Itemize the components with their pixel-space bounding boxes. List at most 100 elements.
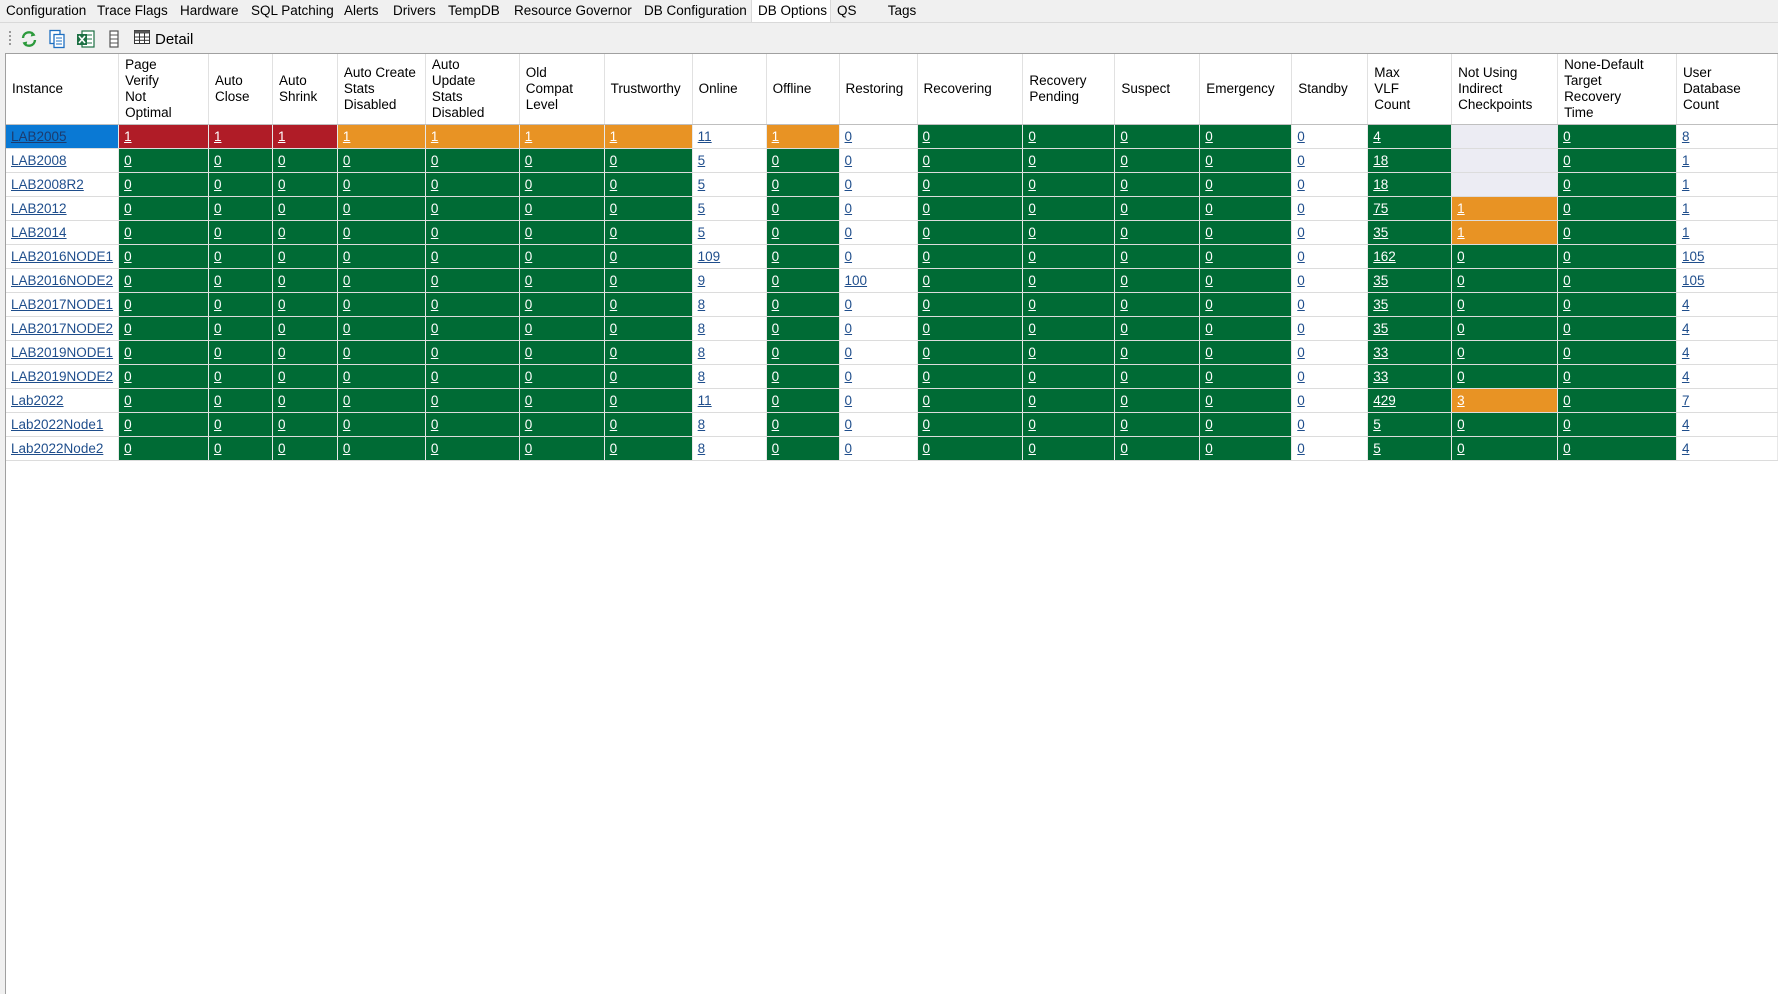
cell-value-link[interactable]: 4 [1681,320,1690,336]
grid-cell-recovering[interactable]: 0 [917,172,1024,197]
cell-value-link[interactable]: 0 [430,200,439,216]
grid-cell-trustworthy[interactable]: 0 [604,340,693,365]
cell-value-link[interactable]: 0 [1205,176,1213,192]
cell-value-link[interactable]: 0 [1028,152,1036,168]
grid-cell-suspect[interactable]: 0 [1114,436,1201,461]
grid-cell-trustworthy[interactable]: 0 [604,436,693,461]
cell-value-link[interactable]: 0 [524,152,533,168]
grid-cell-old-compat-level[interactable]: 0 [519,268,605,293]
cell-value-link[interactable]: 0 [609,416,618,432]
column-header-suspect[interactable]: Suspect [1114,54,1201,125]
grid-cell-trustworthy[interactable]: 1 [604,124,693,149]
grid-cell-recovery-pending[interactable]: 0 [1022,220,1116,245]
cell-value-link[interactable]: 0 [844,248,853,264]
grid-cell-recovering[interactable]: 0 [917,148,1024,173]
grid-cell-offline[interactable]: 0 [766,388,840,413]
cell-value-link[interactable]: 0 [124,200,132,216]
grid-cell-suspect[interactable]: 0 [1114,364,1201,389]
grid-cell-auto-close[interactable]: 0 [208,412,273,437]
cell-value-link[interactable]: 9 [697,272,706,288]
grid-cell-emergency[interactable]: 0 [1199,124,1293,149]
grid-cell-none-default-target-recovery-time[interactable]: 0 [1557,244,1677,269]
grid-cell-user-database-count[interactable]: 4 [1676,364,1778,389]
cell-value-link[interactable]: 0 [1120,296,1128,312]
tab-trace-flags[interactable]: Trace Flags [97,3,168,18]
column-header-recovery-pending[interactable]: Recovery Pending [1022,54,1116,125]
grid-cell-auto-create-stats-disabled[interactable]: 0 [337,364,426,389]
tab-qs[interactable]: QS [837,3,857,18]
grid-cell-auto-update-stats-disabled[interactable]: 0 [425,244,520,269]
tab-tags[interactable]: Tags [887,3,917,18]
cell-value-link[interactable]: 35 [1373,224,1389,240]
grid-cell-recovery-pending[interactable]: 0 [1022,436,1116,461]
cell-value-link[interactable]: 0 [771,248,780,264]
refresh-icon[interactable] [18,28,40,50]
grid-cell-auto-update-stats-disabled[interactable]: 0 [425,196,520,221]
grid-cell-old-compat-level[interactable]: 0 [519,388,605,413]
copy-icon[interactable] [46,28,68,50]
grid-cell-none-default-target-recovery-time[interactable]: 0 [1557,316,1677,341]
grid-cell-restoring[interactable]: 0 [839,436,918,461]
grid-cell-auto-shrink[interactable]: 0 [272,388,338,413]
cell-value-link[interactable]: 0 [609,152,618,168]
cell-value-link[interactable]: 0 [1297,176,1305,192]
cell-value-link[interactable]: 0 [1028,392,1036,408]
column-header-standby[interactable]: Standby [1291,54,1369,125]
grid-cell-user-database-count[interactable]: 7 [1676,388,1778,413]
grid-cell-online[interactable]: 5 [692,172,767,197]
grid-cell-page-verify[interactable]: 0 [118,388,209,413]
cell-value-link[interactable]: 0 [1028,200,1036,216]
cell-value-link[interactable]: 0 [1205,128,1213,144]
cell-value-link[interactable]: 0 [1205,152,1213,168]
column-header-recovering[interactable]: Recovering [917,54,1024,125]
grid-cell-max-vlf-count[interactable]: 5 [1367,436,1453,461]
grid-cell-recovery-pending[interactable]: 0 [1022,244,1116,269]
instance-link[interactable]: LAB2019NODE2 [11,368,114,384]
instance-link[interactable]: Lab2022 [11,392,64,408]
cell-value-link[interactable]: 8 [1681,128,1690,144]
cell-value-link[interactable]: 0 [1120,152,1128,168]
cell-value-link[interactable]: 0 [430,320,439,336]
grid-cell-recovery-pending[interactable]: 0 [1022,172,1116,197]
grid-cell-recovering[interactable]: 0 [917,220,1024,245]
grid-cell-old-compat-level[interactable]: 0 [519,172,605,197]
column-header-auto-shrink[interactable]: Auto Shrink [272,54,338,125]
cell-value-link[interactable]: 0 [922,416,931,432]
grid-cell-max-vlf-count[interactable]: 33 [1367,364,1453,389]
cell-value-link[interactable]: 1 [430,128,439,144]
grid-cell-none-default-target-recovery-time[interactable]: 0 [1557,124,1677,149]
grid-cell-max-vlf-count[interactable]: 35 [1367,268,1453,293]
grid-cell-offline[interactable]: 0 [766,412,840,437]
grid-cell-restoring[interactable]: 0 [839,364,918,389]
grid-cell-standby[interactable]: 0 [1291,292,1369,317]
cell-value-link[interactable]: 0 [1563,200,1571,216]
cell-value-link[interactable]: 0 [1457,272,1465,288]
grid-cell-page-verify[interactable]: 0 [118,340,209,365]
cell-value-link[interactable]: 0 [524,344,533,360]
grid-cell-auto-close[interactable]: 0 [208,364,273,389]
grid-cell-auto-update-stats-disabled[interactable]: 0 [425,436,520,461]
cell-value-link[interactable]: 0 [277,296,286,312]
grid-cell-restoring[interactable]: 0 [839,220,918,245]
instance-cell[interactable]: Lab2022 [6,388,120,413]
cell-value-link[interactable]: 0 [524,392,533,408]
grid-cell-none-default-target-recovery-time[interactable]: 0 [1557,220,1677,245]
grid-cell-none-default-target-recovery-time[interactable]: 0 [1557,172,1677,197]
cell-value-link[interactable]: 0 [922,344,931,360]
grid-cell-max-vlf-count[interactable]: 33 [1367,340,1453,365]
cell-value-link[interactable]: 0 [1028,368,1036,384]
grid-cell-online[interactable]: 5 [692,220,767,245]
cell-value-link[interactable]: 0 [213,224,222,240]
cell-value-link[interactable]: 0 [1563,248,1571,264]
grid-cell-auto-shrink[interactable]: 0 [272,172,338,197]
grid-cell-page-verify[interactable]: 0 [118,220,209,245]
instance-cell[interactable]: Lab2022Node1 [6,412,120,437]
grid-cell-online[interactable]: 9 [692,268,767,293]
cell-value-link[interactable]: 0 [922,392,931,408]
cell-value-link[interactable]: 0 [1563,344,1571,360]
cell-value-link[interactable]: 0 [1563,176,1571,192]
grid-cell-page-verify[interactable]: 0 [118,364,209,389]
cell-value-link[interactable]: 0 [213,248,222,264]
grid-cell-recovering[interactable]: 0 [917,364,1024,389]
grid-cell-restoring[interactable]: 100 [839,268,918,293]
